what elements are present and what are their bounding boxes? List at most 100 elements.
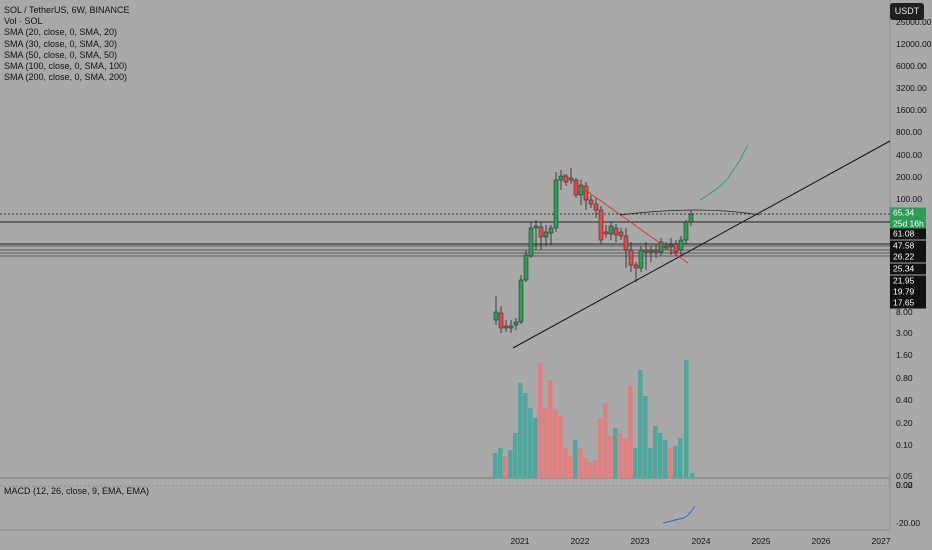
volume-bar: [663, 440, 668, 478]
candle-body: [688, 213, 694, 223]
volume-bar: [563, 448, 568, 478]
price-tick: 100.00: [896, 194, 922, 204]
vol-indicator[interactable]: Vol · SOL: [4, 16, 43, 27]
volume-bar: [578, 448, 583, 478]
candle-body: [498, 312, 504, 329]
macd-legend[interactable]: MACD (12, 26, close, 9, EMA, EMA): [4, 486, 150, 496]
price-tick: 400.00: [896, 150, 922, 160]
candle-body: [528, 227, 534, 257]
time-tick: 2027: [871, 536, 891, 546]
price-tick: 800.00: [896, 127, 922, 137]
price-label-countdown: 25d 16h: [890, 218, 926, 230]
projection-path: [699, 144, 749, 201]
price-tick: 8.00: [896, 307, 913, 317]
price-axis[interactable]: 25000.00 12000.00 6000.00 3200.00 1600.0…: [890, 0, 932, 530]
price-tick: 3200.00: [896, 83, 927, 93]
candle-body: [513, 321, 519, 326]
price-label: 17.65: [890, 297, 926, 309]
volume-bar: [503, 456, 508, 478]
volume-bar: [588, 463, 593, 478]
volume-bar: [538, 363, 543, 478]
candle-body: [643, 249, 649, 253]
sma-50[interactable]: SMA (50, close, 0, SMA, 50): [4, 49, 118, 60]
candle-body: [583, 185, 589, 201]
candle-body: [628, 249, 634, 266]
volume-bar: [618, 433, 623, 478]
volume-bar: [558, 416, 563, 478]
candle-body: [673, 243, 679, 253]
volume-bar: [573, 440, 578, 478]
arc-drawing: [619, 209, 761, 216]
volume-bar: [493, 453, 498, 478]
price-tick: 0.80: [896, 373, 913, 383]
candle-body: [608, 225, 614, 235]
time-tick: 2022: [570, 536, 590, 546]
price-tick: 25000.00: [896, 17, 932, 27]
volume-bar: [528, 408, 533, 478]
symbol-title[interactable]: SOL / TetherUS, 6W, BINANCE: [4, 5, 130, 15]
volume-bar: [498, 448, 503, 478]
volume-bar: [690, 473, 695, 478]
volume-bar: [684, 360, 689, 478]
price-tick: 0.40: [896, 395, 913, 405]
sma-100[interactable]: SMA (100, close, 0, SMA, 100): [4, 61, 128, 72]
candle-body: [493, 311, 499, 321]
candle-body: [593, 203, 599, 211]
candle-body: [518, 279, 524, 323]
candle-body: [538, 226, 544, 238]
candle-body: [653, 249, 659, 253]
volume-bar: [673, 446, 678, 478]
price-tick: 6000.00: [896, 61, 927, 71]
volume-bar: [643, 396, 648, 478]
price-tick: 1.60: [896, 350, 913, 360]
trendline-ascending: [512, 140, 891, 349]
volume-bar: [613, 428, 618, 478]
volume-bar: [648, 448, 653, 478]
currency-button[interactable]: USDT: [890, 3, 924, 20]
time-tick: 2021: [510, 536, 530, 546]
candle-body: [683, 221, 689, 241]
candle-body: [598, 209, 604, 241]
volume-bar: [548, 380, 553, 478]
time-tick: 2026: [811, 536, 831, 546]
price-label: 19.79: [890, 286, 926, 298]
price-tick: 0.20: [896, 418, 913, 428]
macd-line: [662, 505, 696, 524]
volume-bar: [608, 436, 613, 478]
volume-bar: [623, 438, 628, 478]
candle-body: [648, 249, 654, 253]
price-label: 61.08: [890, 228, 926, 240]
volume-bar: [678, 438, 683, 478]
price-tick: 0.02: [896, 480, 913, 490]
candle-body: [503, 325, 509, 329]
sma-30[interactable]: SMA (30, close, 0, SMA, 30): [4, 38, 118, 49]
price-label-current: 65.34: [890, 207, 926, 219]
candle-body: [638, 249, 644, 269]
volume-bar: [628, 386, 633, 478]
volume-bar: [598, 418, 603, 478]
price-tick: 0.05: [896, 471, 913, 481]
candle-body: [603, 231, 609, 235]
candle-body: [668, 244, 674, 248]
volume-bar: [603, 403, 608, 478]
candle-body: [548, 227, 554, 234]
time-tick: 2025: [751, 536, 771, 546]
candle-body: [558, 175, 564, 181]
sma-20[interactable]: SMA (20, close, 0, SMA, 20): [4, 27, 118, 38]
price-label: 47.58: [890, 240, 926, 252]
volume-bar: [553, 410, 558, 478]
price-tick: 200.00: [896, 172, 922, 182]
volume-bar: [513, 433, 518, 478]
candle-body: [623, 235, 629, 251]
volume-bar: [593, 460, 598, 478]
sma-200[interactable]: SMA (200, close, 0, SMA, 200): [4, 72, 128, 83]
drawings: [512, 140, 891, 524]
price-label: 26.22: [890, 251, 926, 263]
volume-bar: [583, 458, 588, 478]
candles: [493, 168, 694, 333]
time-tick: 2024: [691, 536, 711, 546]
price-tick: 0.10: [896, 440, 913, 450]
candle-body: [508, 325, 514, 329]
volume-bars: [493, 360, 695, 478]
